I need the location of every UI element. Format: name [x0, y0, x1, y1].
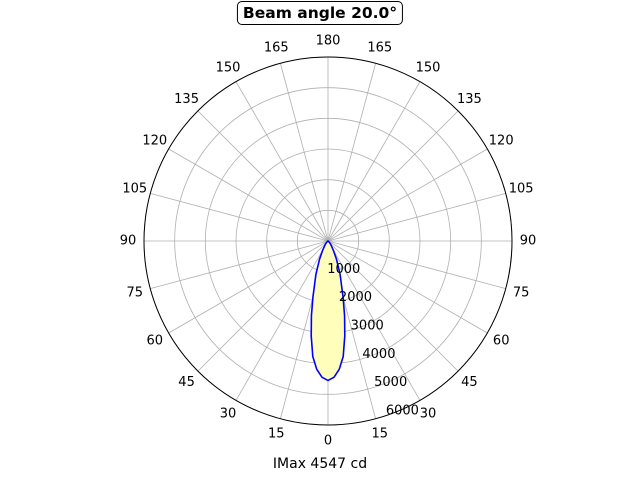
beam-fill-0: [311, 241, 345, 381]
angle-tick-label-75-left: 75: [127, 285, 144, 300]
radial-tick-label-5000: 5000: [374, 375, 407, 390]
angle-tick-label-165-right: 165: [367, 40, 392, 55]
polar-frame: [143, 56, 513, 426]
angle-gridline-165-left: [279, 63, 329, 242]
angle-gridline-30-right: [327, 240, 421, 401]
imax-label: IMax 4547 cd: [272, 456, 368, 472]
angle-gridline-45-left: [197, 240, 329, 372]
angle-gridline-60-right: [327, 240, 488, 334]
angle-tick-label-60-left: 60: [147, 334, 164, 349]
chart-title: Beam angle 20.0°: [236, 1, 404, 25]
angle-gridline-75-left: [150, 240, 329, 290]
angle-tick-label-45-right: 45: [461, 375, 478, 390]
angle-gridline-30-left: [235, 240, 329, 401]
angle-tick-label-105-right: 105: [509, 182, 534, 197]
angle-tick-label-30-left: 30: [220, 407, 237, 422]
radial-tick-label-2000: 2000: [339, 290, 372, 305]
angle-tick-label-45-left: 45: [178, 375, 195, 390]
angle-tick-label-135-left: 135: [174, 92, 199, 107]
angle-gridline-165-right: [327, 63, 377, 242]
angle-tick-label-15-left: 15: [268, 427, 285, 442]
angle-gridline-45-right: [327, 240, 459, 372]
angle-tick-label-120-right: 120: [489, 134, 514, 149]
angle-gridline-150-left: [235, 81, 329, 242]
angle-gridline-105-left: [150, 192, 329, 242]
angle-tick-label-135-right: 135: [457, 92, 482, 107]
angle-gridline-120-right: [327, 148, 488, 242]
angle-gridline-75-right: [327, 240, 506, 290]
angle-tick-label-30-right: 30: [420, 407, 437, 422]
angle-gridline-135-left: [197, 110, 329, 242]
angle-tick-label-105-left: 105: [122, 182, 147, 197]
beam-line-0: [310, 240, 346, 382]
radial-tick-label-3000: 3000: [351, 318, 384, 333]
radial-tick-label-1000: 1000: [327, 262, 360, 277]
angle-tick-label-0-right: 0: [324, 434, 332, 449]
angle-tick-label-150-left: 150: [216, 60, 241, 75]
angle-tick-label-90-right: 90: [520, 234, 537, 249]
radial-tick-label-4000: 4000: [362, 347, 395, 362]
angle-gridline-120-left: [168, 148, 329, 242]
angle-tick-label-90-left: 90: [120, 234, 137, 249]
angle-gridline-105-right: [327, 192, 506, 242]
radial-tick-label-6000: 6000: [386, 403, 419, 418]
angle-tick-label-150-right: 150: [416, 60, 441, 75]
angle-tick-label-120-left: 120: [142, 134, 167, 149]
angle-tick-label-15-right: 15: [371, 427, 388, 442]
angle-tick-label-165-left: 165: [264, 40, 289, 55]
angle-gridline-60-left: [168, 240, 329, 334]
angle-gridline-150-right: [327, 81, 421, 242]
angle-tick-label-75-right: 75: [513, 285, 530, 300]
angle-tick-label-180-right: 180: [316, 34, 341, 49]
angle-tick-label-60-right: 60: [493, 334, 510, 349]
angle-gridline-135-right: [327, 110, 459, 242]
